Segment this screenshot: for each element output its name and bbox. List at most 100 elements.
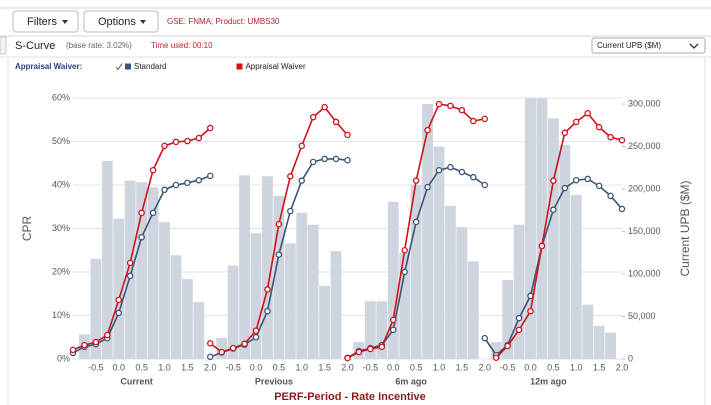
series-point xyxy=(481,115,488,123)
y2-tick-label: 0 xyxy=(628,353,633,363)
panel-label: 6m ago xyxy=(395,376,427,386)
series-point xyxy=(515,326,523,334)
series-point xyxy=(115,296,123,304)
upb-bar xyxy=(319,285,331,359)
filters-button[interactable]: Filters xyxy=(12,10,79,33)
y2-tick-label: 250,000 xyxy=(628,141,661,151)
series-point xyxy=(81,341,88,349)
series-point xyxy=(561,129,569,137)
upb-bar xyxy=(147,187,159,359)
y-axis-label: CPR xyxy=(20,216,34,242)
series-point xyxy=(184,179,191,187)
legend-swatch xyxy=(236,63,243,70)
upb-bar xyxy=(410,184,422,359)
series-point xyxy=(218,348,225,356)
series-point xyxy=(321,155,328,163)
series-point xyxy=(458,106,466,114)
series-point xyxy=(206,353,214,361)
upb-bar xyxy=(364,301,376,359)
y2-tick-label: 200,000 xyxy=(628,183,661,193)
y-tick-label: 40% xyxy=(52,179,70,189)
series-point xyxy=(172,138,180,146)
series-point xyxy=(538,242,546,250)
series-point xyxy=(527,307,534,315)
x-tick-label: 1.5 xyxy=(456,362,469,372)
upb-bar xyxy=(307,224,319,359)
series-point xyxy=(206,340,214,347)
y-tick-label: 30% xyxy=(52,223,70,233)
series-point xyxy=(584,175,591,183)
side-tab[interactable] xyxy=(0,36,7,55)
legend-item[interactable]: Appraisal Waiver xyxy=(236,62,306,71)
series-point xyxy=(412,218,420,226)
series-point xyxy=(412,177,420,184)
series-point xyxy=(595,123,603,131)
series-point xyxy=(104,331,111,339)
y-tick-label: 10% xyxy=(52,310,70,320)
dropdown-value[interactable]: Current UPB ($M) xyxy=(597,41,661,50)
series-point xyxy=(550,177,557,184)
series-point xyxy=(447,163,454,171)
y2-tick-label: 150,000 xyxy=(628,226,661,236)
series-point xyxy=(298,177,305,184)
series-point xyxy=(298,142,305,150)
y2-tick-label: 50,000 xyxy=(628,311,656,321)
x-tick-label: 0.5 xyxy=(410,362,423,372)
series-point xyxy=(492,354,500,361)
metric-dropdown[interactable]: Current UPB ($M) xyxy=(591,37,706,54)
options-label[interactable]: Options xyxy=(98,16,136,28)
series-point xyxy=(424,183,431,191)
x-tick-label: 0.0 xyxy=(387,362,400,372)
legend-label[interactable]: Standard xyxy=(134,62,166,71)
series-point xyxy=(309,113,317,121)
upb-bar xyxy=(445,205,456,359)
time-used: Time used: 00:10 xyxy=(151,41,213,50)
x-tick-label: 0.5 xyxy=(547,362,560,372)
upb-bar xyxy=(227,265,239,359)
series-point xyxy=(378,343,386,351)
series-point xyxy=(344,131,351,139)
series-point xyxy=(309,158,317,166)
series-point xyxy=(458,168,466,176)
series-point xyxy=(287,173,294,180)
legend-swatch xyxy=(125,63,131,70)
x-tick-label: -0.5 xyxy=(225,362,241,372)
upb-bar xyxy=(216,337,228,359)
series-point xyxy=(573,176,580,184)
legend-label[interactable]: Appraisal Waiver xyxy=(245,62,306,71)
legend-title: Appraisal Waiver: xyxy=(15,62,82,71)
upb-bar xyxy=(570,194,582,359)
upb-bar xyxy=(502,279,514,359)
filters-label[interactable]: Filters xyxy=(27,16,57,28)
upb-bar xyxy=(193,302,205,359)
panel-label: Previous xyxy=(255,376,293,386)
x-axis-label: PERF-Period - Rate Incentive xyxy=(274,391,426,403)
x-tick-label: 1.5 xyxy=(181,362,194,372)
legend-item[interactable]: Standard xyxy=(115,62,166,71)
y2-axis-label: Current UPB ($M) xyxy=(678,180,692,276)
x-tick-label: -0.5 xyxy=(363,362,379,372)
upb-bar xyxy=(593,325,605,359)
series-point xyxy=(172,181,180,189)
x-tick-label: 0.0 xyxy=(524,362,537,372)
series-point xyxy=(184,137,191,145)
upb-bar xyxy=(90,258,102,359)
series-point xyxy=(595,182,603,190)
x-tick-label: 0.0 xyxy=(250,362,263,372)
options-button[interactable]: Options xyxy=(83,10,159,33)
series-point xyxy=(447,102,454,110)
series-point xyxy=(424,126,431,134)
series-point xyxy=(573,118,580,126)
upb-bar xyxy=(262,176,273,359)
series-point xyxy=(92,338,100,346)
plot: 0% 10% 20% 30% 40% 50% 60% 0 50,000 100,000 150,00… xyxy=(20,92,692,403)
series-point xyxy=(138,233,145,241)
series-point xyxy=(275,251,283,258)
upb-bar xyxy=(433,146,445,359)
upb-bar xyxy=(547,118,559,359)
series-point xyxy=(607,133,614,141)
series-point xyxy=(264,286,271,293)
series-point xyxy=(149,209,157,217)
series-point xyxy=(515,314,523,322)
series-point xyxy=(321,103,328,111)
